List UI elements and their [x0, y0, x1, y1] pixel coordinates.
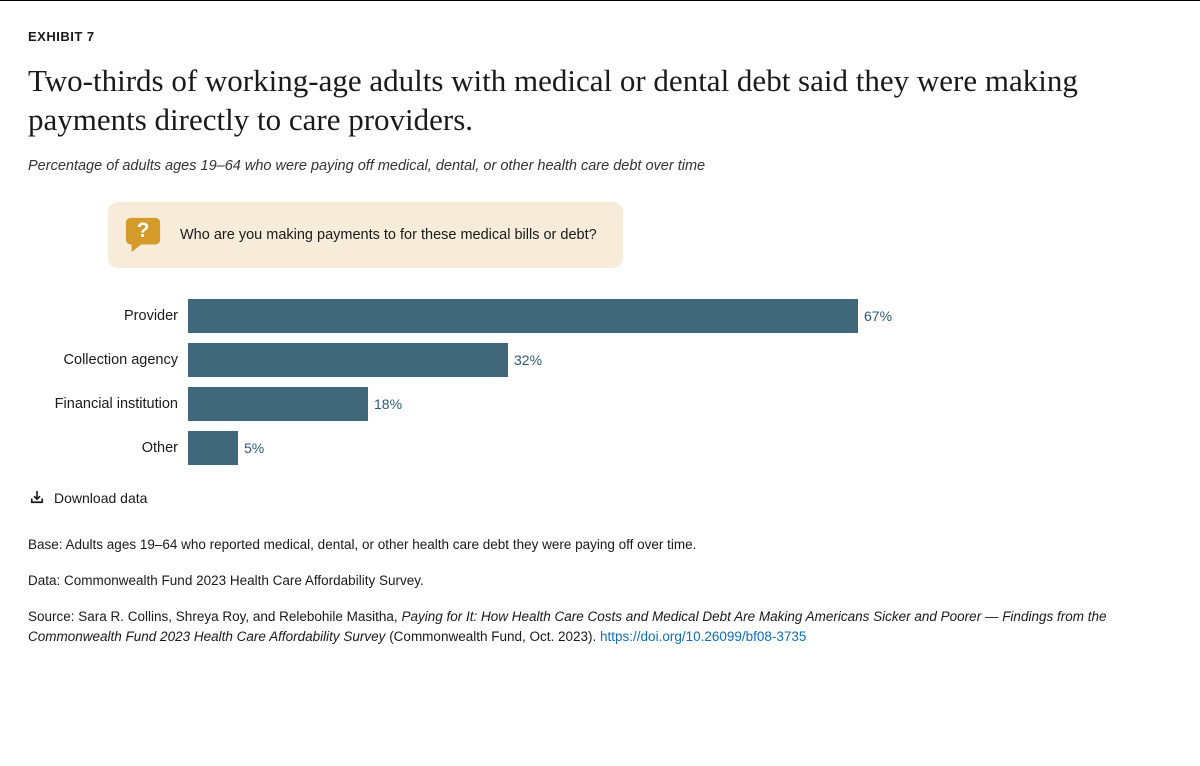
value-label: 32% — [514, 352, 542, 368]
note-source-suffix: (Commonwealth Fund, Oct. 2023). — [385, 629, 600, 644]
value-label: 5% — [244, 440, 264, 456]
category-label: Collection agency — [28, 352, 188, 368]
chart-row: Other 5% — [28, 426, 1172, 470]
value-label: 67% — [864, 308, 892, 324]
exhibit-subhead: Percentage of adults ages 19–64 who were… — [28, 158, 1172, 174]
chart-row: Financial institution 18% — [28, 382, 1172, 426]
bar-track: 67% — [188, 299, 892, 333]
download-label: Download data — [54, 490, 147, 506]
note-data: Data: Commonwealth Fund 2023 Health Care… — [28, 571, 1172, 591]
bar — [188, 431, 238, 465]
question-icon: ? — [124, 216, 162, 254]
bar-chart: Provider 67% Collection agency 32% Financial… — [28, 294, 1172, 470]
bar — [188, 299, 858, 333]
note-source-prefix: Source: Sara R. Collins, Shreya Roy, and… — [28, 609, 401, 624]
chart-row: Collection agency 32% — [28, 338, 1172, 382]
download-icon — [28, 488, 46, 509]
exhibit-notes: Base: Adults ages 19–64 who reported med… — [28, 535, 1172, 648]
bar-track: 5% — [188, 431, 264, 465]
chart-row: Provider 67% — [28, 294, 1172, 338]
exhibit-container: EXHIBIT 7 Two-thirds of working-age adul… — [0, 1, 1200, 684]
svg-text:?: ? — [137, 218, 150, 241]
category-label: Provider — [28, 308, 188, 324]
category-label: Other — [28, 440, 188, 456]
note-source: Source: Sara R. Collins, Shreya Roy, and… — [28, 607, 1172, 648]
bar — [188, 343, 508, 377]
question-text: Who are you making payments to for these… — [180, 227, 597, 243]
exhibit-kicker: EXHIBIT 7 — [28, 29, 1172, 44]
download-data-button[interactable]: Download data — [28, 488, 147, 509]
note-base: Base: Adults ages 19–64 who reported med… — [28, 535, 1172, 555]
exhibit-headline: Two-thirds of working-age adults with me… — [28, 62, 1148, 140]
bar — [188, 387, 368, 421]
bar-track: 18% — [188, 387, 402, 421]
note-source-link[interactable]: https://doi.org/10.26099/bf08-3735 — [600, 629, 806, 644]
value-label: 18% — [374, 396, 402, 412]
category-label: Financial institution — [28, 396, 188, 412]
bar-track: 32% — [188, 343, 542, 377]
question-callout: ? Who are you making payments to for the… — [108, 202, 623, 268]
